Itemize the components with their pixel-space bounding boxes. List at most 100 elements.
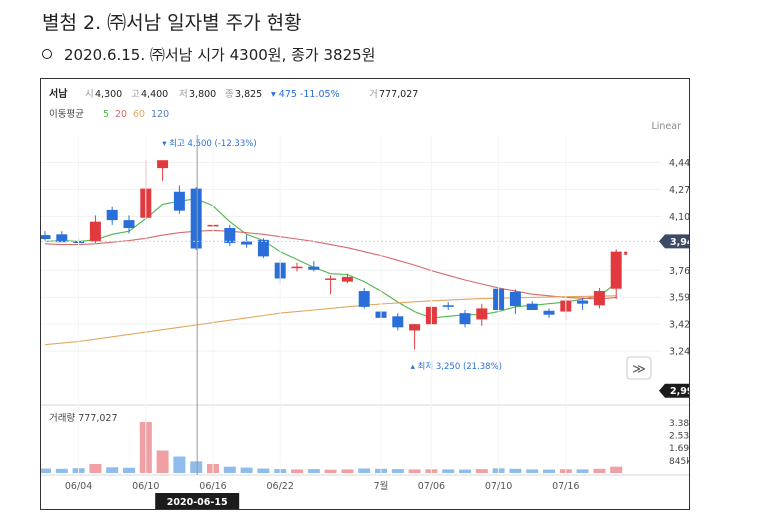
low-marker-label: ▴ 최저 3,250 (21.38%) bbox=[411, 361, 502, 372]
candle-up bbox=[610, 251, 622, 289]
candle-down bbox=[308, 266, 320, 270]
double-chevron-right-icon: ≫ bbox=[632, 362, 646, 377]
candle-up bbox=[89, 221, 101, 242]
close-value: 3,825 bbox=[235, 89, 262, 100]
scale-label[interactable]: Linear bbox=[651, 121, 681, 132]
open-label: 시 bbox=[85, 89, 94, 100]
volume-label: 거 bbox=[369, 89, 378, 100]
volume-bar bbox=[89, 464, 102, 473]
volume-panel-label: 거래량 777,027 bbox=[49, 412, 118, 424]
bottom-price-label: 2,998 bbox=[670, 386, 689, 397]
high-marker-label: ▾ 최고 4,500 (-12.33%) bbox=[162, 138, 256, 149]
candle-down bbox=[56, 234, 68, 243]
price-axis: 4,446 4,275 4,104 3,762 3,591 3,420 3,249 3,945… bbox=[41, 158, 689, 398]
volume-bar bbox=[610, 466, 623, 473]
last-price-dot bbox=[624, 251, 628, 255]
price-tick-label: 3,762 bbox=[669, 266, 689, 277]
current-price-label: 3,945 bbox=[670, 237, 689, 248]
high-low-markers: ▾ 최고 4,500 (-12.33%) ▴ 최저 3,250 (21.38%) bbox=[162, 138, 502, 372]
crosshair-date-label: 2020-06-15 bbox=[167, 497, 228, 508]
volume-bar bbox=[41, 468, 51, 473]
candle-down bbox=[241, 241, 253, 245]
x-tick-label: 07/06 bbox=[418, 481, 445, 492]
volume-bar bbox=[123, 467, 135, 473]
x-tick-label: 07/16 bbox=[552, 481, 579, 492]
candle-down bbox=[459, 313, 471, 325]
volume-tick-label: 1.69m bbox=[669, 444, 689, 454]
x-tick-label: 06/10 bbox=[132, 481, 159, 492]
candle-down bbox=[509, 291, 521, 307]
chart-header: 서남 시 4,300 고 4,400 저 3,800 종 3,825 ▾ 475… bbox=[49, 87, 681, 132]
candle-down bbox=[123, 220, 135, 229]
volume-bar bbox=[223, 466, 236, 473]
volume-bar bbox=[509, 468, 522, 473]
price-tick-label: 3,249 bbox=[669, 347, 689, 358]
candle-down bbox=[577, 300, 589, 304]
stock-chart[interactable]: 서남 시 4,300 고 4,400 저 3,800 종 3,825 ▾ 475… bbox=[41, 79, 689, 509]
volume-bar bbox=[593, 468, 606, 473]
current-price-badge bbox=[659, 234, 689, 249]
scroll-right-button[interactable]: ≫ bbox=[626, 356, 652, 380]
ma-60-label: 60 bbox=[133, 109, 145, 120]
candle-up bbox=[593, 291, 605, 306]
stock-name: 서남 bbox=[49, 87, 68, 100]
ma-label: 이동평균 bbox=[49, 109, 84, 120]
high-label: 고 bbox=[131, 89, 140, 100]
volume-bar bbox=[190, 461, 203, 473]
candle-down bbox=[358, 291, 370, 307]
volume-bar bbox=[156, 450, 169, 473]
subheading-text: 2020.6.15. ㈜서남 시가 4300원, 종가 3825원 bbox=[64, 46, 376, 64]
date-axis: 06/04 06/10 06/16 06/22 7월 07/06 07/10 07/16 bbox=[65, 135, 579, 492]
moving-average-lines bbox=[44, 198, 617, 346]
bottom-price-badge bbox=[659, 383, 689, 398]
candle-down bbox=[526, 303, 538, 310]
ma-5-line bbox=[44, 198, 617, 319]
stock-chart-frame: 서남 시 4,300 고 4,400 저 3,800 종 3,825 ▾ 475… bbox=[40, 78, 690, 510]
volume-bar bbox=[576, 469, 589, 473]
volume-bar bbox=[475, 469, 488, 473]
candle-up bbox=[476, 308, 488, 320]
ma-20-label: 20 bbox=[115, 109, 127, 120]
crosshair: 2020-06-15 bbox=[155, 135, 240, 509]
x-tick-label: 07/10 bbox=[485, 481, 512, 492]
price-tick-label: 3,420 bbox=[669, 320, 689, 331]
candle-up bbox=[325, 278, 337, 280]
candle-down bbox=[41, 235, 51, 240]
candle-down bbox=[257, 239, 269, 257]
volume-bar bbox=[106, 467, 119, 473]
x-tick-label: 7월 bbox=[374, 480, 389, 492]
close-label: 종 bbox=[225, 89, 234, 100]
volume-bar bbox=[341, 469, 354, 473]
high-value: 4,400 bbox=[141, 89, 168, 100]
crosshair-date-box bbox=[155, 493, 240, 509]
candle-up bbox=[157, 160, 169, 169]
ma-60-line bbox=[44, 295, 617, 346]
volume-bar bbox=[358, 468, 371, 473]
volume-bar bbox=[307, 469, 320, 473]
x-tick-label: 06/04 bbox=[65, 481, 92, 492]
page-subheading: 2020.6.15. ㈜서남 시가 4300원, 종가 3825원 bbox=[42, 44, 375, 65]
ma-120-label: 120 bbox=[151, 109, 169, 120]
page-heading: 별첨 2. ㈜서남 일자별 주가 현황 bbox=[42, 12, 302, 34]
ma-20-line bbox=[44, 229, 617, 300]
volume-tick-label: 845k bbox=[669, 457, 689, 467]
open-value: 4,300 bbox=[95, 89, 122, 100]
candle-down bbox=[543, 310, 555, 315]
low-value: 3,800 bbox=[189, 89, 216, 100]
low-label: 저 bbox=[179, 89, 188, 100]
change-value: ▾ 475 -11.05% bbox=[271, 89, 340, 100]
volume-bar bbox=[391, 469, 404, 473]
price-tick-label: 3,591 bbox=[669, 293, 689, 304]
volume-bar bbox=[526, 469, 539, 473]
candle-down bbox=[442, 305, 454, 307]
candle-up bbox=[341, 276, 353, 282]
candle-down bbox=[190, 188, 202, 249]
volume-bar bbox=[459, 469, 471, 473]
price-tick-label: 4,275 bbox=[669, 185, 689, 196]
candle-up bbox=[409, 324, 421, 331]
candle-up bbox=[291, 266, 303, 269]
circle-bullet-icon bbox=[42, 48, 52, 59]
candle-down bbox=[173, 191, 185, 211]
volume-bar bbox=[55, 468, 68, 473]
candle-down bbox=[106, 209, 118, 221]
